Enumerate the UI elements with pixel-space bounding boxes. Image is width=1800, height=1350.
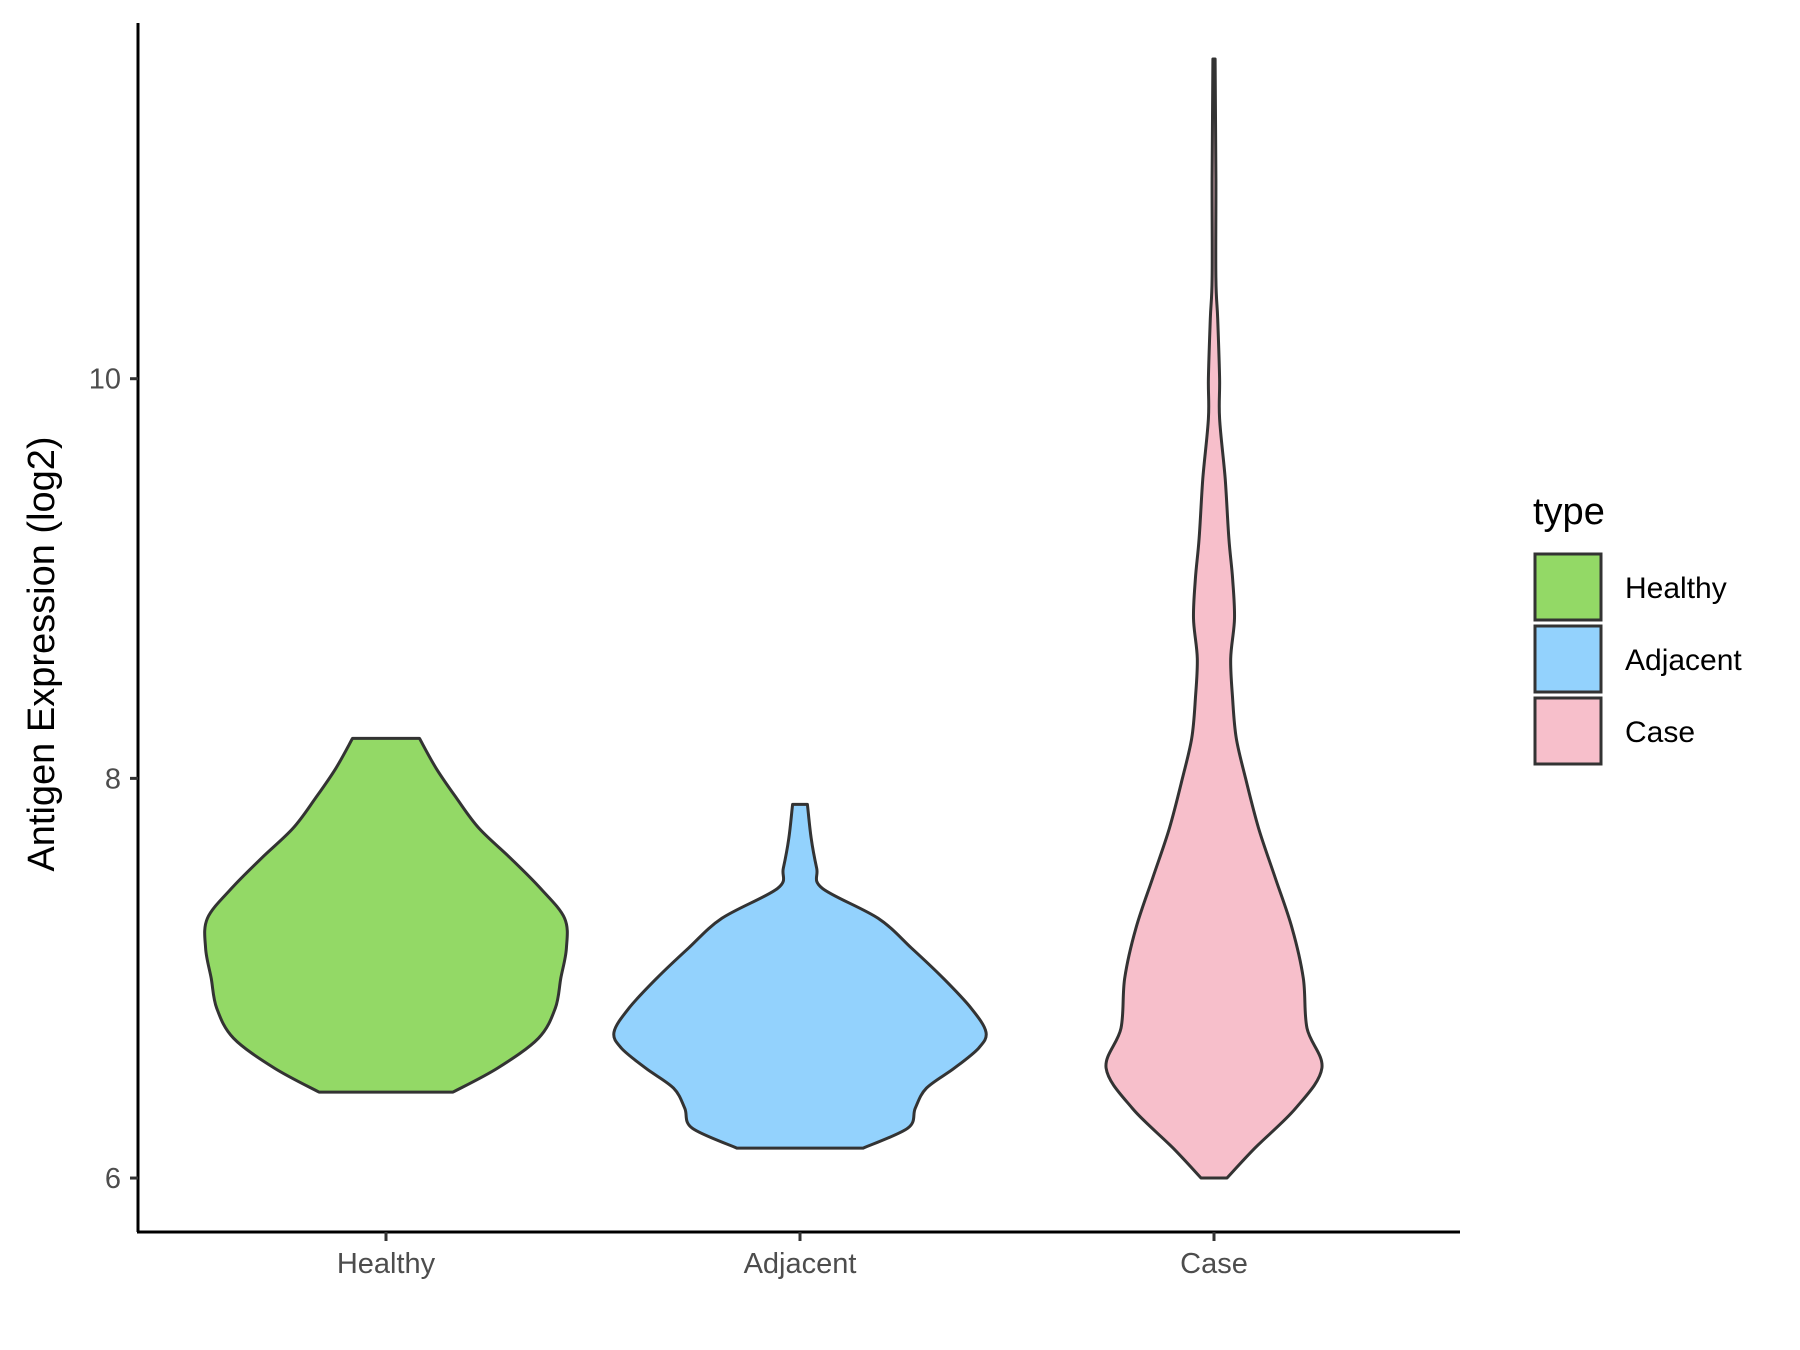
legend-swatch-adjacent <box>1533 624 1603 694</box>
x-tick-label: Case <box>1180 1248 1248 1280</box>
violin-healthy <box>203 736 569 1094</box>
y-axis-title: Antigen Expression (log2) <box>21 436 63 871</box>
legend-label-case: Case <box>1625 716 1695 749</box>
y-tick-label: 8 <box>105 763 121 795</box>
legend-label-adjacent: Adjacent <box>1625 644 1742 677</box>
violin-adjacent <box>612 802 988 1150</box>
x-tick-label: Healthy <box>337 1248 436 1280</box>
y-tick-label: 10 <box>89 364 121 396</box>
y-axis-ticks: 6 8 10 <box>89 364 138 1195</box>
legend-label-healthy: Healthy <box>1625 572 1727 605</box>
legend: type Healthy Adjacent Case <box>1533 491 1742 766</box>
legend-swatch-case <box>1533 696 1603 766</box>
legend-title: type <box>1533 491 1605 533</box>
violin-case <box>1104 57 1324 1180</box>
legend-swatch-healthy <box>1533 552 1603 622</box>
violin-layer <box>203 57 1324 1180</box>
x-axis-ticks: Healthy Adjacent Case <box>337 1232 1248 1280</box>
y-tick-label: 6 <box>105 1163 121 1195</box>
x-tick-label: Adjacent <box>744 1248 857 1280</box>
